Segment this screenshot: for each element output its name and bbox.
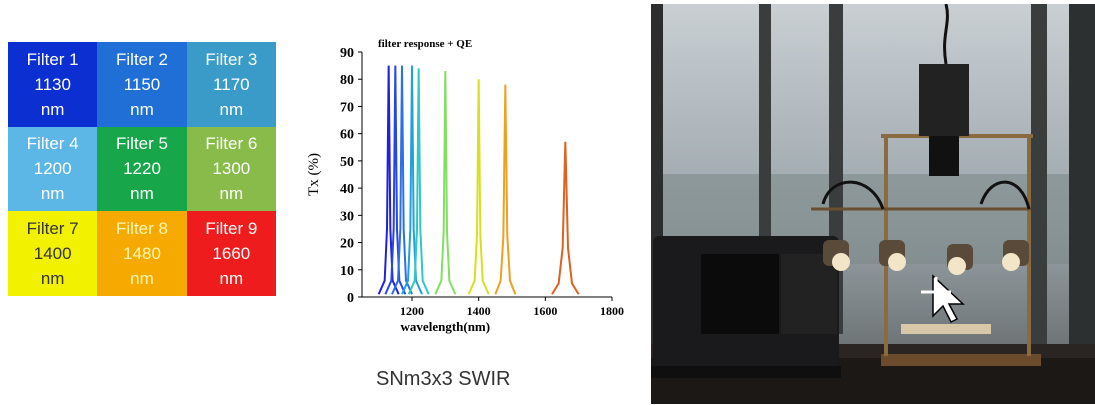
filter-wavelength: 1220: [123, 159, 161, 179]
filter-cell: Filter 6 1300 nm: [186, 126, 276, 212]
series-line: [384, 65, 407, 295]
x-tick-label: 1600: [533, 304, 557, 318]
y-tick-label: 90: [340, 46, 354, 61]
filter-grid: Filter 1 1130 nm Filter 2 1150 nm Filter 3 1170…: [8, 42, 276, 296]
filter-wavelength: 1130: [34, 74, 71, 94]
filter-label: Filter 3: [205, 49, 258, 69]
filter-unit: nm: [40, 184, 65, 204]
x-tick-label: 1200: [400, 304, 424, 318]
series-line: [407, 68, 430, 295]
filter-label: Filter 2: [116, 49, 168, 69]
filter-unit: nm: [130, 99, 154, 119]
filter-label: Filter 1: [26, 49, 79, 69]
filter-cell: Filter 3 1170 nm: [186, 42, 276, 127]
x-tick-label: 1800: [600, 304, 624, 318]
filter-wavelength: 1150: [123, 74, 161, 94]
filter-unit: nm: [219, 269, 244, 289]
filter-wavelength: 1400: [33, 244, 72, 264]
filter-wavelength: 1300: [212, 159, 251, 179]
filter-unit: nm: [219, 184, 244, 204]
y-tick-label: 50: [340, 155, 354, 170]
filter-cell: Filter 4 1200 nm: [8, 126, 98, 212]
chart-title: filter response + QE: [378, 38, 472, 50]
x-axis-label: wavelength(nm): [401, 319, 491, 334]
photo: [651, 4, 1095, 404]
series-line: [467, 79, 490, 295]
y-tick-label: 10: [340, 264, 354, 279]
filter-label: Filter 9: [205, 219, 258, 239]
filter-cell: Filter 8 1480 nm: [97, 211, 187, 296]
filter-cell: Filter 7 1400 nm: [8, 211, 98, 296]
y-tick-label: 70: [340, 100, 354, 115]
filter-unit: nm: [130, 269, 154, 289]
filter-label: Filter 8: [116, 219, 168, 239]
filter-wavelength: 1200: [33, 159, 72, 179]
series-line: [377, 65, 400, 295]
filter-unit: nm: [130, 184, 154, 204]
y-tick-label: 20: [340, 237, 354, 252]
y-tick-label: 40: [340, 182, 354, 197]
filter-label: Filter 5: [116, 134, 168, 154]
filter-unit: nm: [219, 99, 244, 119]
series-line: [391, 65, 413, 295]
y-tick-label: 80: [340, 73, 354, 88]
series-line: [551, 141, 580, 295]
y-tick-label: 0: [347, 291, 354, 306]
filter-unit: nm: [40, 99, 65, 119]
y-tick-label: 30: [340, 209, 354, 224]
filter-label: Filter 4: [26, 134, 79, 154]
series-line: [401, 65, 423, 295]
series-line: [434, 71, 457, 295]
y-axis-label: Tx (%): [306, 153, 322, 196]
filter-cell: Filter 9 1660 nm: [186, 211, 276, 296]
filter-wavelength: 1660: [212, 244, 251, 264]
filter-cell: Filter 1 1130 nm: [8, 42, 98, 127]
filter-wavelength: 1480: [123, 244, 161, 264]
filter-cell: Filter 2 1150 nm: [97, 42, 187, 127]
filter-cell: Filter 5 1220 nm: [97, 126, 187, 212]
series-line: [494, 84, 517, 295]
caption: SNm3x3 SWIR: [376, 368, 511, 390]
x-tick-label: 1400: [467, 304, 491, 318]
filter-label: Filter 7: [26, 219, 79, 239]
filter-unit: nm: [40, 269, 65, 289]
y-tick-label: 60: [340, 128, 354, 143]
filter-wavelength: 1170: [213, 74, 250, 94]
filter-label: Filter 6: [205, 134, 258, 154]
